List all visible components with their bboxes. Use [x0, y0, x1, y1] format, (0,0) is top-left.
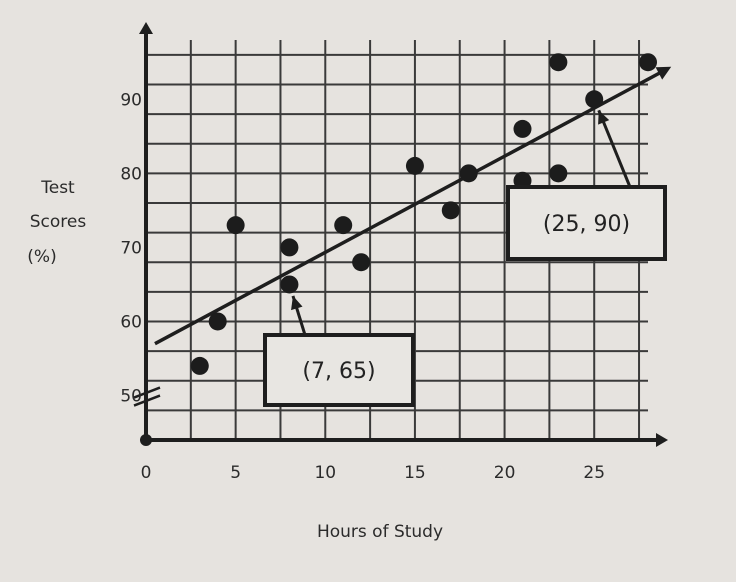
data-point — [585, 90, 604, 109]
y-tick-label: 50 — [120, 387, 142, 407]
data-point — [513, 119, 532, 138]
data-point — [280, 238, 299, 257]
callout-arrowhead — [598, 110, 610, 125]
data-point — [549, 53, 568, 72]
trend-line — [154, 68, 667, 346]
x-axis-arrowhead — [656, 433, 668, 447]
y-tick-label: 90 — [120, 90, 142, 110]
callout-leader-line — [597, 109, 632, 188]
data-point — [208, 312, 227, 331]
callout-box — [506, 185, 667, 261]
x-tick-label: 15 — [404, 463, 426, 483]
data-point — [459, 164, 478, 183]
y-axis-arrowhead — [139, 22, 153, 34]
callout-label: (7, 65) — [302, 359, 375, 384]
trend-line-arrowhead — [655, 66, 672, 80]
data-point — [352, 253, 371, 272]
data-point — [405, 156, 424, 175]
callouts: (7, 65) (25, 90) — [263, 109, 667, 407]
callout-label: (25, 90) — [543, 212, 630, 237]
data-point — [441, 201, 460, 220]
y-tick-label: 70 — [120, 238, 142, 258]
callout-box — [263, 333, 415, 407]
x-tick-label: 25 — [583, 463, 605, 483]
trend-line-group — [154, 66, 672, 346]
y-axis-label-line-3: (%) — [27, 247, 56, 267]
axes — [133, 22, 668, 447]
data-point — [226, 216, 245, 235]
y-axis-label-line-1: Test — [40, 178, 75, 198]
x-tick-label: 20 — [494, 463, 516, 483]
axis-break-mark — [133, 386, 161, 407]
x-tick-label: 10 — [314, 463, 336, 483]
y-tick-label: 80 — [120, 164, 142, 184]
x-tick-label: 5 — [230, 463, 241, 483]
data-point — [334, 216, 353, 235]
y-axis-label-line-2: Scores — [30, 212, 87, 232]
data-point — [190, 356, 209, 375]
callout-arrowhead — [291, 295, 303, 311]
data-point — [549, 164, 568, 183]
data-points — [190, 53, 657, 375]
data-point — [280, 275, 299, 294]
x-axis-label: Hours of Study — [317, 522, 443, 542]
y-tick-labels: 50 60 70 80 90 — [120, 90, 142, 406]
data-point — [639, 53, 657, 72]
x-tick-label: 0 — [141, 463, 152, 483]
y-tick-label: 60 — [120, 312, 142, 332]
origin-point — [140, 434, 152, 446]
x-tick-labels: 0 5 10 15 20 25 — [141, 463, 605, 483]
